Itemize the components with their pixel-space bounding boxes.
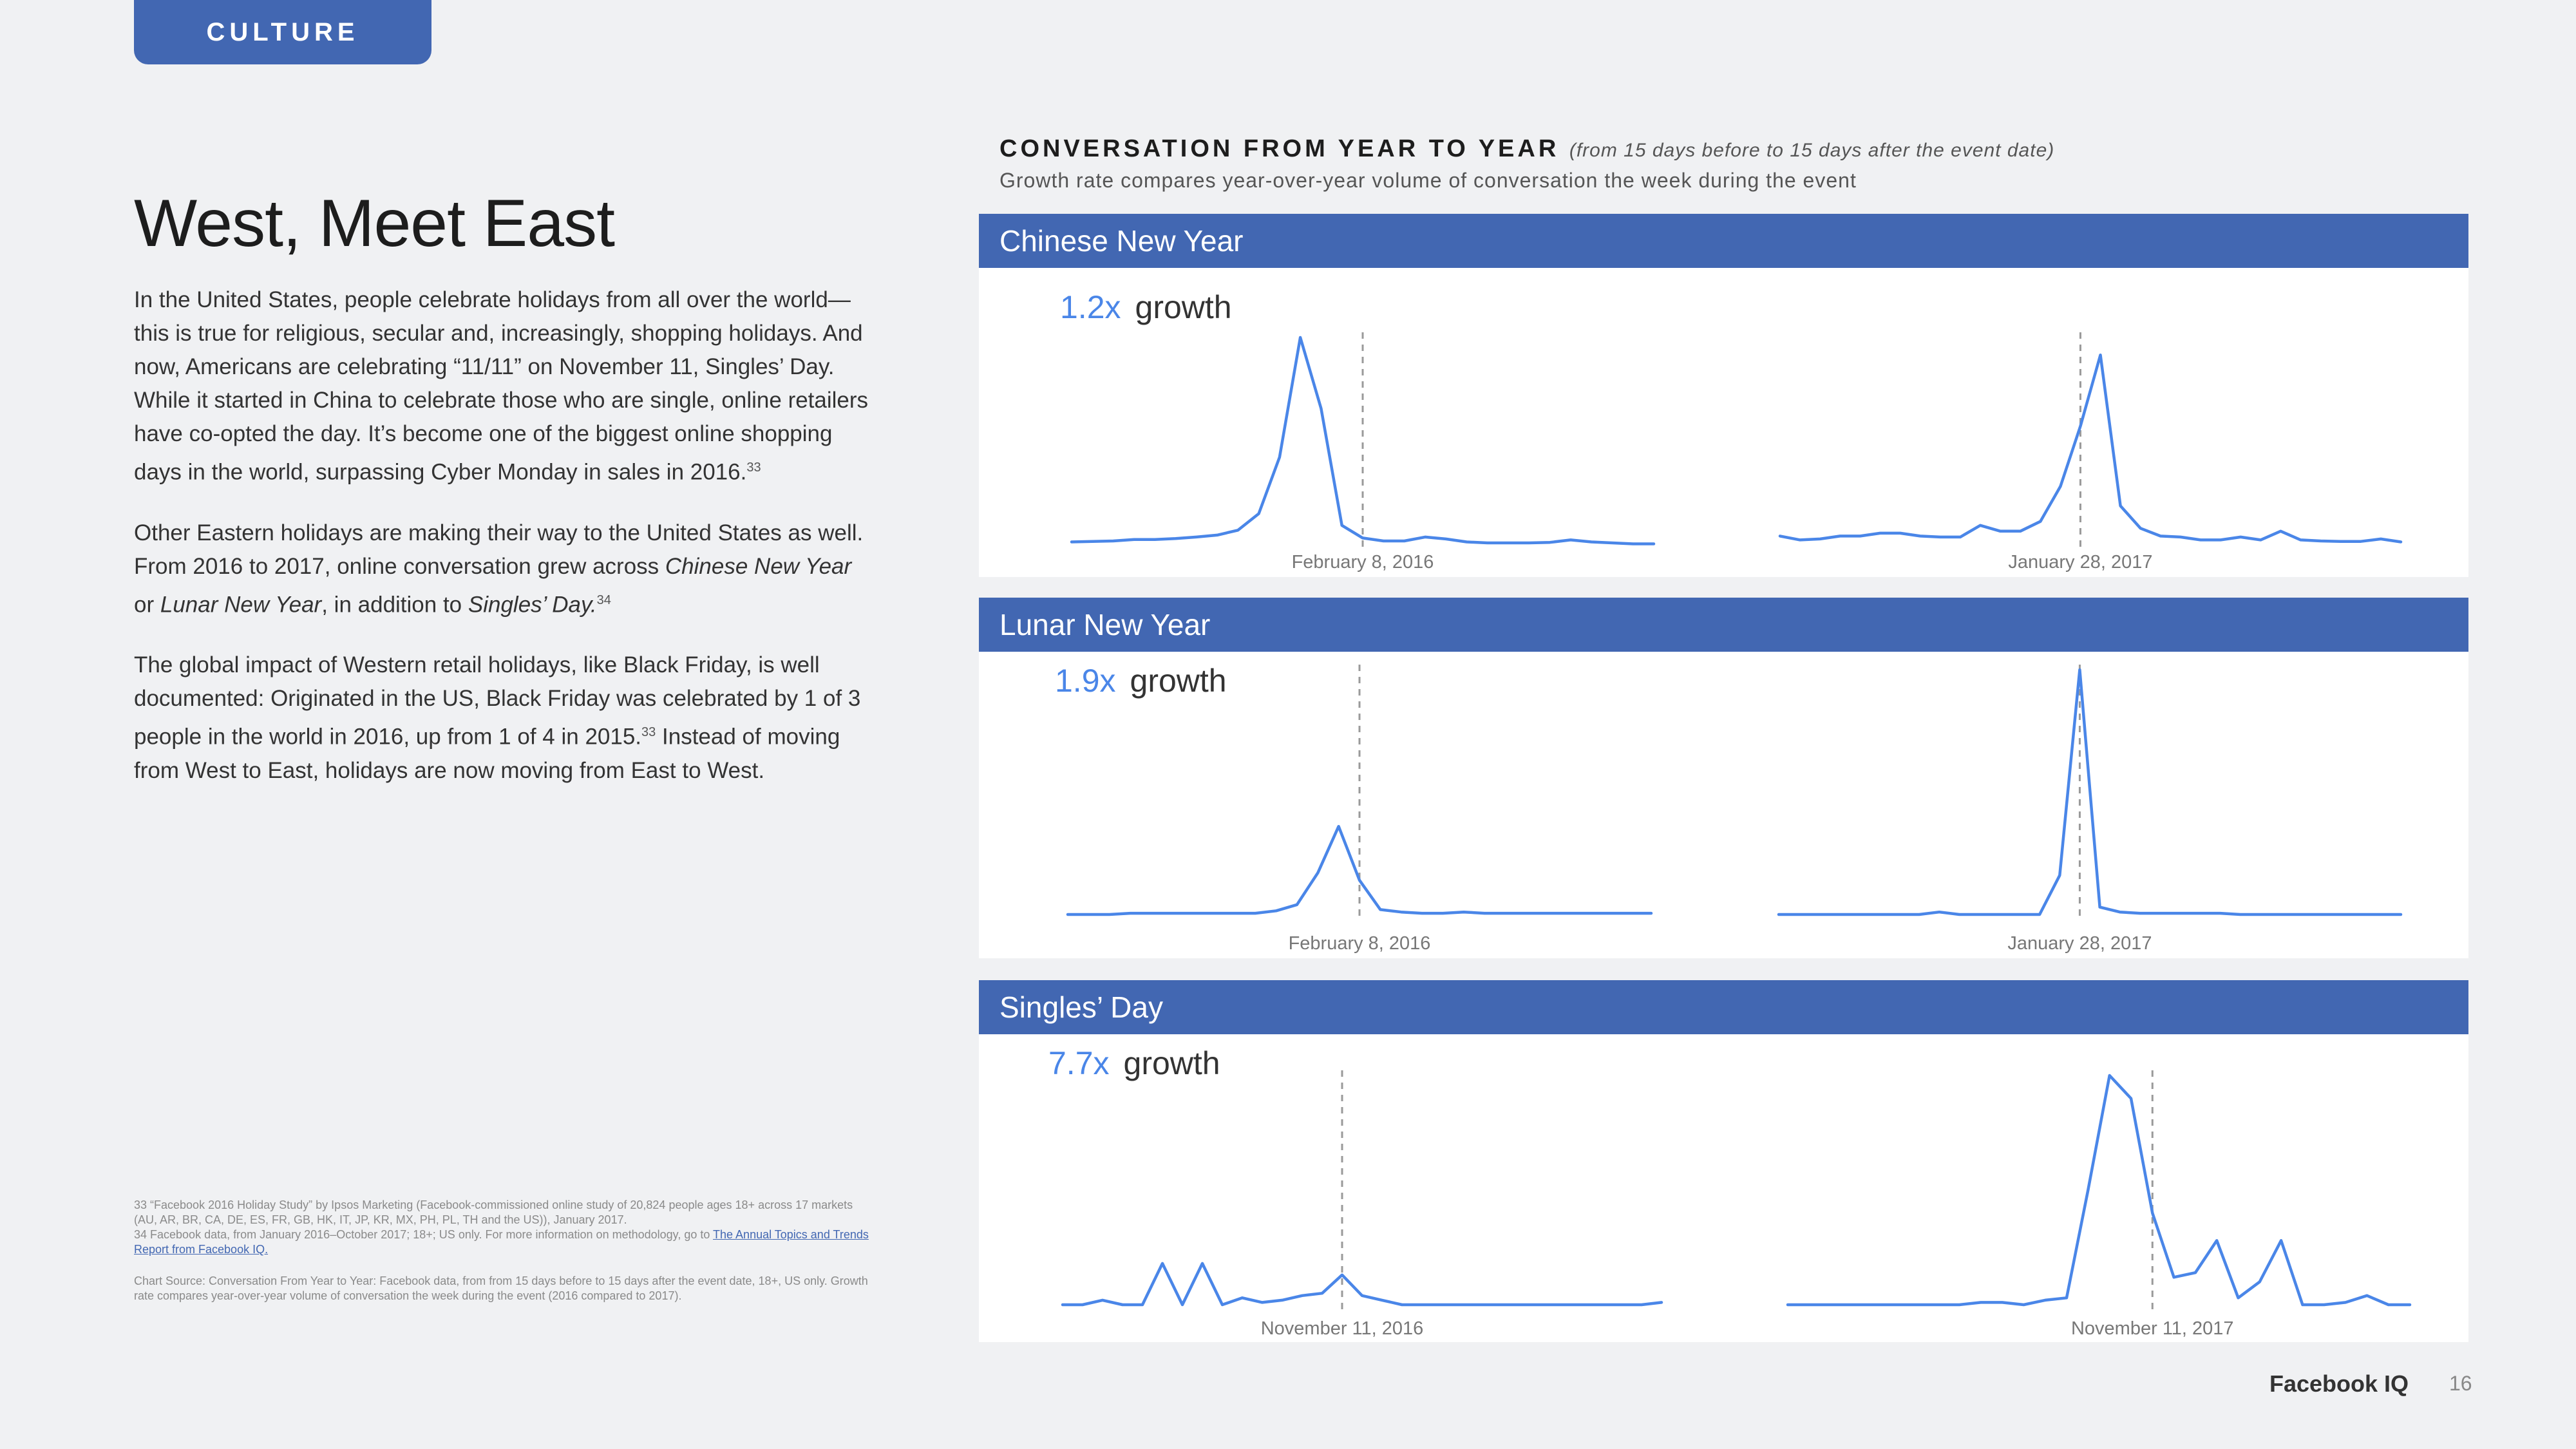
panel-body: 1.9x growth February 8, 2016 January 28, 2… — [979, 652, 2468, 958]
paragraph-3-text: The global impact of Western retail holi… — [134, 652, 861, 750]
growth-word: growth — [1135, 289, 1232, 325]
chart-title-text: CONVERSATION FROM YEAR TO YEAR — [999, 135, 1560, 162]
event-date-label: November 11, 2016 — [1261, 1318, 1424, 1339]
series-line-2017 — [1777, 668, 2403, 916]
footnote-ref: 34 — [596, 592, 611, 607]
series-line-2017 — [1778, 353, 2403, 544]
emphasis-singles-day: Singles’ Day. — [468, 592, 597, 618]
emphasis-lunar-new-year: Lunar New Year — [160, 592, 322, 618]
footnote-ref: 33 — [641, 725, 656, 740]
event-date-label: January 28, 2017 — [2008, 552, 2152, 573]
chart-subtitle: Growth rate compares year-over-year volu… — [999, 169, 1857, 192]
series-line-2016 — [1070, 336, 1656, 545]
panel-body: 1.2x growth February 8, 2016 January 28, 2… — [979, 268, 2468, 577]
growth-value: 1.2x — [1060, 289, 1121, 325]
panel-header: Singles’ Day — [979, 980, 2468, 1034]
growth-value: 7.7x — [1048, 1045, 1110, 1081]
panel-header: Lunar New Year — [979, 598, 2468, 652]
page-number: 16 — [2449, 1372, 2472, 1395]
growth-label: 1.9x growth — [1055, 662, 1227, 699]
paragraph-2-text: , in addition to — [321, 592, 468, 618]
event-date-label: November 11, 2017 — [2071, 1318, 2234, 1339]
series-line-2016 — [1061, 1262, 1663, 1307]
footnotes: 33 “Facebook 2016 Holiday Study” by Ipso… — [134, 1198, 875, 1303]
paragraph-1-text: In the United States, people celebrate h… — [134, 287, 869, 485]
growth-label: 7.7x growth — [1048, 1045, 1220, 1082]
emphasis-chinese-new-year: Chinese New Year — [665, 553, 852, 579]
paragraph-2-text: or — [134, 592, 160, 618]
article-body: In the United States, people celebrate h… — [134, 283, 875, 815]
panel-singles-day: Singles’ Day 7.7x growth November 11, 201… — [979, 980, 2468, 1342]
event-date-label: February 8, 2016 — [1292, 552, 1434, 573]
event-date-label: February 8, 2016 — [1289, 933, 1431, 954]
annual-report-link[interactable]: The Annual Topics and Trends Report from… — [134, 1228, 869, 1256]
growth-word: growth — [1130, 663, 1227, 699]
growth-word: growth — [1123, 1045, 1220, 1081]
chart-lunar-new-year: February 8, 2016 January 28, 2017 — [1066, 665, 2403, 954]
growth-value: 1.9x — [1055, 663, 1116, 699]
panel-header: Chinese New Year — [979, 214, 2468, 268]
chart-singles-day: November 11, 2016 November 11, 2017 — [1061, 1070, 2412, 1339]
chart-title: CONVERSATION FROM YEAR TO YEAR (from 15 … — [999, 135, 2054, 163]
footnote-ref: 33 — [746, 460, 761, 475]
chart-source-note: Chart Source: Conversation From Year to … — [134, 1274, 868, 1302]
page-title: West, Meet East — [134, 186, 615, 261]
paragraph-2-text: Other Eastern holidays are making their … — [134, 520, 864, 579]
paragraph-2: Other Eastern holidays are making their … — [134, 516, 875, 622]
chart-chinese-new-year: February 8, 2016 January 28, 2017 — [1070, 332, 2403, 573]
footer-brand: Facebook IQ — [2269, 1370, 2409, 1397]
series-line-2017 — [1786, 1074, 2412, 1307]
paragraph-3: The global impact of Western retail holi… — [134, 649, 875, 788]
footnote-33: 33 “Facebook 2016 Holiday Study” by Ipso… — [134, 1198, 853, 1226]
panel-lunar-new-year: Lunar New Year 1.9x growth February 8, 20… — [979, 598, 2468, 958]
paragraph-1: In the United States, people celebrate h… — [134, 283, 875, 489]
section-tag: CULTURE — [134, 0, 431, 64]
panel-body: 7.7x growth November 11, 2016 November 11,… — [979, 1034, 2468, 1342]
footnote-34: 34 Facebook data, from January 2016–Octo… — [134, 1227, 875, 1257]
paragraph-3-text: Instead of moving from West to East, hol… — [134, 724, 840, 783]
panel-chinese-new-year: Chinese New Year 1.2x growth February 8, … — [979, 214, 2468, 577]
growth-label: 1.2x growth — [1060, 289, 1232, 326]
footnote-34-text: 34 Facebook data, from January 2016–Octo… — [134, 1228, 714, 1241]
series-line-2016 — [1066, 824, 1653, 916]
event-date-label: January 28, 2017 — [2007, 933, 2152, 954]
chart-title-note: (from 15 days before to 15 days after th… — [1569, 140, 2055, 161]
